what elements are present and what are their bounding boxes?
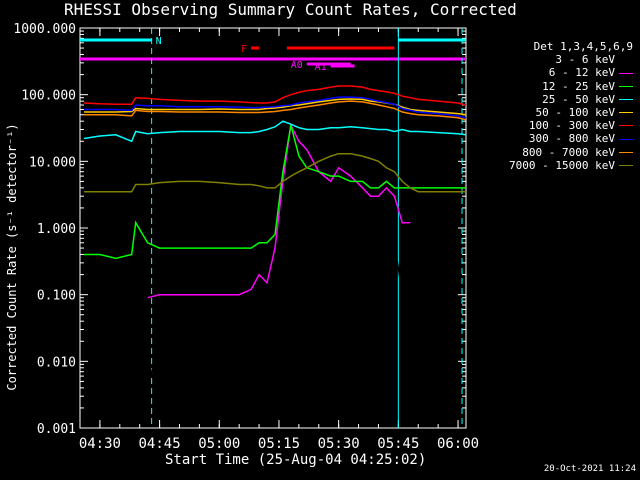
legend-entry: 7000 - 15000 keV [483, 159, 633, 172]
y-tick-label: 10.000 [29, 155, 76, 170]
legend-title: Det 1,3,4,5,6,9 [533, 40, 633, 53]
legend-label: 6 - 12 keV [548, 66, 615, 80]
x-tick-label: 05:30 [318, 436, 360, 452]
legend-swatch [619, 164, 633, 166]
legend-label: 3 - 6 keV [555, 53, 615, 67]
legend-swatch [619, 112, 633, 114]
timestamp: 20-Oct-2021 11:24 [543, 464, 636, 474]
series-line-12-25-kev [84, 124, 466, 260]
legend-label: 7000 - 15000 keV [509, 158, 615, 172]
legend-entry: 12 - 25 keV [483, 80, 633, 93]
x-tick-label: 06:00 [437, 436, 479, 452]
y-tick-label: 0.100 [37, 289, 76, 304]
legend-swatch [619, 138, 633, 140]
legend-entry: 50 - 100 keV [483, 106, 633, 119]
y-tick-label: 1.000 [37, 222, 76, 237]
flag-label-a0: A0 [291, 60, 303, 71]
series-line-7000-15000-kev [84, 152, 466, 193]
x-tick-label: 05:00 [198, 436, 240, 452]
y-tick-label: 100.000 [21, 89, 76, 104]
legend-label: 800 - 7000 keV [522, 145, 615, 159]
y-tick-label: 1000.000 [13, 22, 76, 37]
legend-swatch [619, 98, 633, 100]
legend-label: 12 - 25 keV [542, 79, 615, 93]
chart-title: RHESSI Observing Summary Count Rates, Co… [64, 0, 517, 19]
y-tick-label: 0.010 [37, 355, 76, 370]
y-axis-label: Corrected Count Rate (s⁻¹ detector⁻¹) [5, 123, 19, 391]
series-line-300-800-kev [84, 96, 467, 119]
legend-label: 25 - 50 keV [542, 92, 615, 106]
legend-label: 50 - 100 keV [535, 106, 615, 120]
legend-label: 300 - 800 keV [528, 132, 615, 146]
legend-label: 100 - 300 keV [528, 119, 615, 133]
legend-swatch [619, 151, 633, 153]
series-line-800-7000-kev [84, 100, 467, 121]
x-tick-label: 05:45 [377, 436, 419, 452]
series-line-6-12-kev [147, 122, 411, 299]
legend-swatch [619, 85, 633, 87]
legend-entry: 3 - 6 keV [483, 53, 633, 66]
x-tick-label: 04:45 [139, 436, 181, 452]
flag-label-f: F [241, 44, 247, 55]
flag-label-a1: A1 [315, 62, 327, 73]
x-tick-label: 04:30 [79, 436, 121, 452]
legend-swatch [619, 59, 633, 61]
legend-swatch [619, 72, 633, 74]
legend-swatch [619, 125, 633, 127]
legend-entry: 25 - 50 keV [483, 93, 633, 106]
plot-frame [79, 27, 467, 429]
series-line-100-300-kev [83, 85, 467, 106]
legend-entry: 6 - 12 keV [483, 66, 633, 79]
flag-label-n: N [156, 36, 162, 47]
series-line-3-6-kev [146, 180, 411, 389]
x-axis-label: Start Time (25-Aug-04 04:25:02) [165, 452, 427, 468]
series-line-25-50-kev [83, 120, 467, 143]
legend-entry: 100 - 300 keV [483, 119, 633, 132]
legend: Det 1,3,4,5,6,9 3 - 6 keV 6 - 12 keV 12 - … [483, 40, 633, 172]
y-tick-label: 0.001 [37, 422, 76, 437]
legend-entry: 800 - 7000 keV [483, 146, 633, 159]
x-tick-label: 05:15 [258, 436, 300, 452]
legend-entry: 300 - 800 keV [483, 132, 633, 145]
